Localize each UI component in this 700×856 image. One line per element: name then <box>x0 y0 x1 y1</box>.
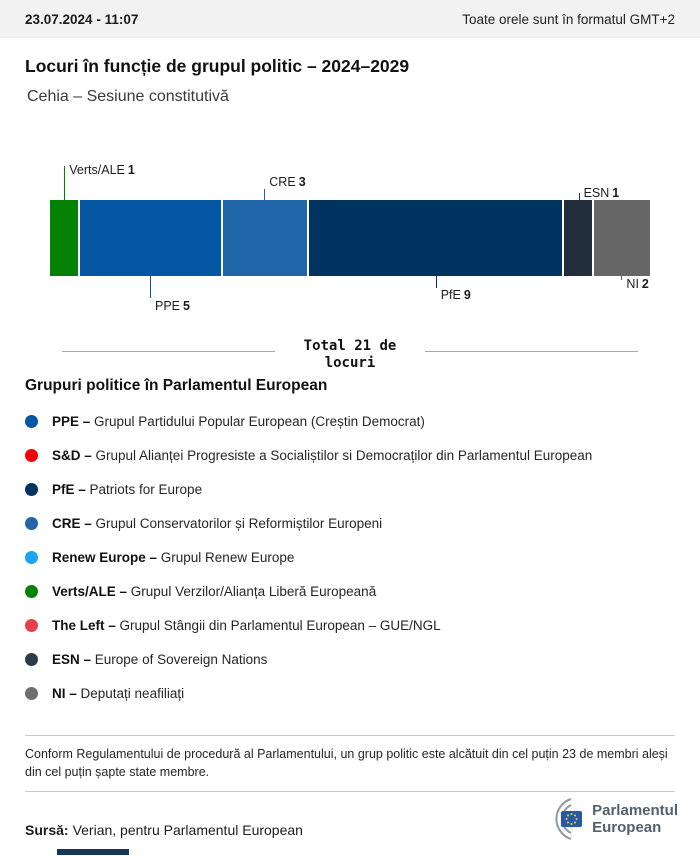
logo-line1: Parlamentul <box>592 802 678 819</box>
legend-item-esn: ESN – Europe of Sovereign Nations <box>25 642 675 676</box>
header-bar: 23.07.2024 - 11:07 Toate orele sunt în f… <box>0 0 700 38</box>
callout-label-verts-ale: Verts/ALE 1 <box>69 163 135 177</box>
legend-item-pfe: PfE – Patriots for Europe <box>25 472 675 506</box>
bar-segment-ni <box>593 200 650 276</box>
legend-dot-the-left <box>25 618 38 632</box>
callout-label-ni: NI 2 <box>626 277 649 291</box>
divider-rule-right <box>425 351 638 352</box>
legend-text-renew-europe: Renew Europe – Grupul Renew Europe <box>52 549 295 565</box>
legend-item-the-left: The Left – Grupul Stângii din Parlamentu… <box>25 608 675 642</box>
divider-rule-left <box>62 351 275 352</box>
bar-segment-pfe <box>308 200 562 276</box>
legend-item-ppe: PPE – Grupul Partidului Popular European… <box>25 404 675 438</box>
callout-label-ppe: PPE 5 <box>155 299 190 313</box>
page-subtitle: Cehia – Sesiune constitutivă <box>27 88 229 105</box>
callout-line-ni <box>621 276 623 280</box>
legend-item-ni: NI – Deputați neafiliați <box>25 676 675 710</box>
legend-list: PPE – Grupul Partidului Popular European… <box>25 404 675 710</box>
legend-text-the-left: The Left – Grupul Stângii din Parlamentu… <box>52 617 441 633</box>
progress-bar[interactable] <box>57 849 129 855</box>
eu-flag-icon <box>561 811 583 827</box>
legend-text-cre: CRE – Grupul Conservatorilor și Reformiș… <box>52 515 383 531</box>
legend-item-s-d: S&D – Grupul Alianței Progresiste a Soci… <box>25 438 675 472</box>
legend-text-ni: NI – Deputați neafiliați <box>52 685 185 701</box>
page-title: Locuri în funcție de grupul politic – 20… <box>25 56 410 76</box>
callout-label-cre: CRE 3 <box>269 175 306 189</box>
total-divider: Total 21 de locuri <box>0 338 700 372</box>
bar-segment-esn <box>563 200 592 276</box>
hemicycle-icon <box>555 798 583 840</box>
source-text: Verian, pentru Parlamentul European <box>72 822 303 838</box>
legend-item-renew-europe: Renew Europe – Grupul Renew Europe <box>25 540 675 574</box>
total-seats-label: Total 21 de locuri <box>303 338 397 371</box>
callout-line-esn <box>578 193 580 200</box>
legend-dot-s-d <box>25 448 38 462</box>
timestamp: 23.07.2024 - 11:07 <box>25 11 139 27</box>
callout-line-ppe <box>150 276 151 298</box>
legend-dot-ni <box>25 686 38 700</box>
callout-line-pfe <box>435 276 437 288</box>
legend-heading: Grupuri politice în Parlamentul European <box>25 377 328 394</box>
bar-segment-cre <box>222 200 307 276</box>
seats-chart: Verts/ALE 1 PPE 5 CRE 3 PfE 9 ESN 1 NI 2 <box>0 150 700 335</box>
source-line: Sursă: Verian, pentru Parlamentul Europea… <box>25 822 303 838</box>
bar-segment-verts-ale <box>50 200 79 276</box>
legend-text-ppe: PPE – Grupul Partidului Popular European… <box>52 413 425 429</box>
footnote-text: Conform Regulamentului de procedură al P… <box>25 747 668 779</box>
logo-line2: European <box>592 819 662 836</box>
callout-label-pfe: PfE 9 <box>440 288 471 302</box>
eu-flag-stars <box>565 813 578 825</box>
logo-wordmark: Parlamentul European <box>592 802 678 836</box>
callout-line-cre <box>264 189 266 200</box>
legend-text-esn: ESN – Europe of Sovereign Nations <box>52 651 268 667</box>
callout-line-verts-ale <box>64 166 66 200</box>
legend-item-verts-ale: Verts/ALE – Grupul Verzilor/Alianța Libe… <box>25 574 675 608</box>
seats-bar <box>50 200 650 276</box>
divider-top <box>25 735 675 736</box>
bar-segment-ppe <box>80 200 221 276</box>
legend-dot-ppe <box>25 414 38 428</box>
timezone-note: Toate orele sunt în formatul GMT+2 <box>462 11 675 27</box>
legend-dot-esn <box>25 652 38 666</box>
legend-dot-cre <box>25 516 38 530</box>
legend-dot-pfe <box>25 482 38 496</box>
divider-bottom <box>25 791 675 792</box>
legend-text-pfe: PfE – Patriots for Europe <box>52 481 203 497</box>
legend-dot-renew-europe <box>25 550 38 564</box>
callout-label-esn: ESN 1 <box>583 186 620 200</box>
source-label: Sursă: <box>25 822 69 838</box>
legend-item-cre: CRE – Grupul Conservatorilor și Reformiș… <box>25 506 675 540</box>
european-parliament-logo: Parlamentul European <box>531 796 678 842</box>
legend-text-verts-ale: Verts/ALE – Grupul Verzilor/Alianța Libe… <box>52 583 377 599</box>
legend-dot-verts-ale <box>25 584 38 598</box>
legend-text-s-d: S&D – Grupul Alianței Progresiste a Soci… <box>52 447 593 463</box>
